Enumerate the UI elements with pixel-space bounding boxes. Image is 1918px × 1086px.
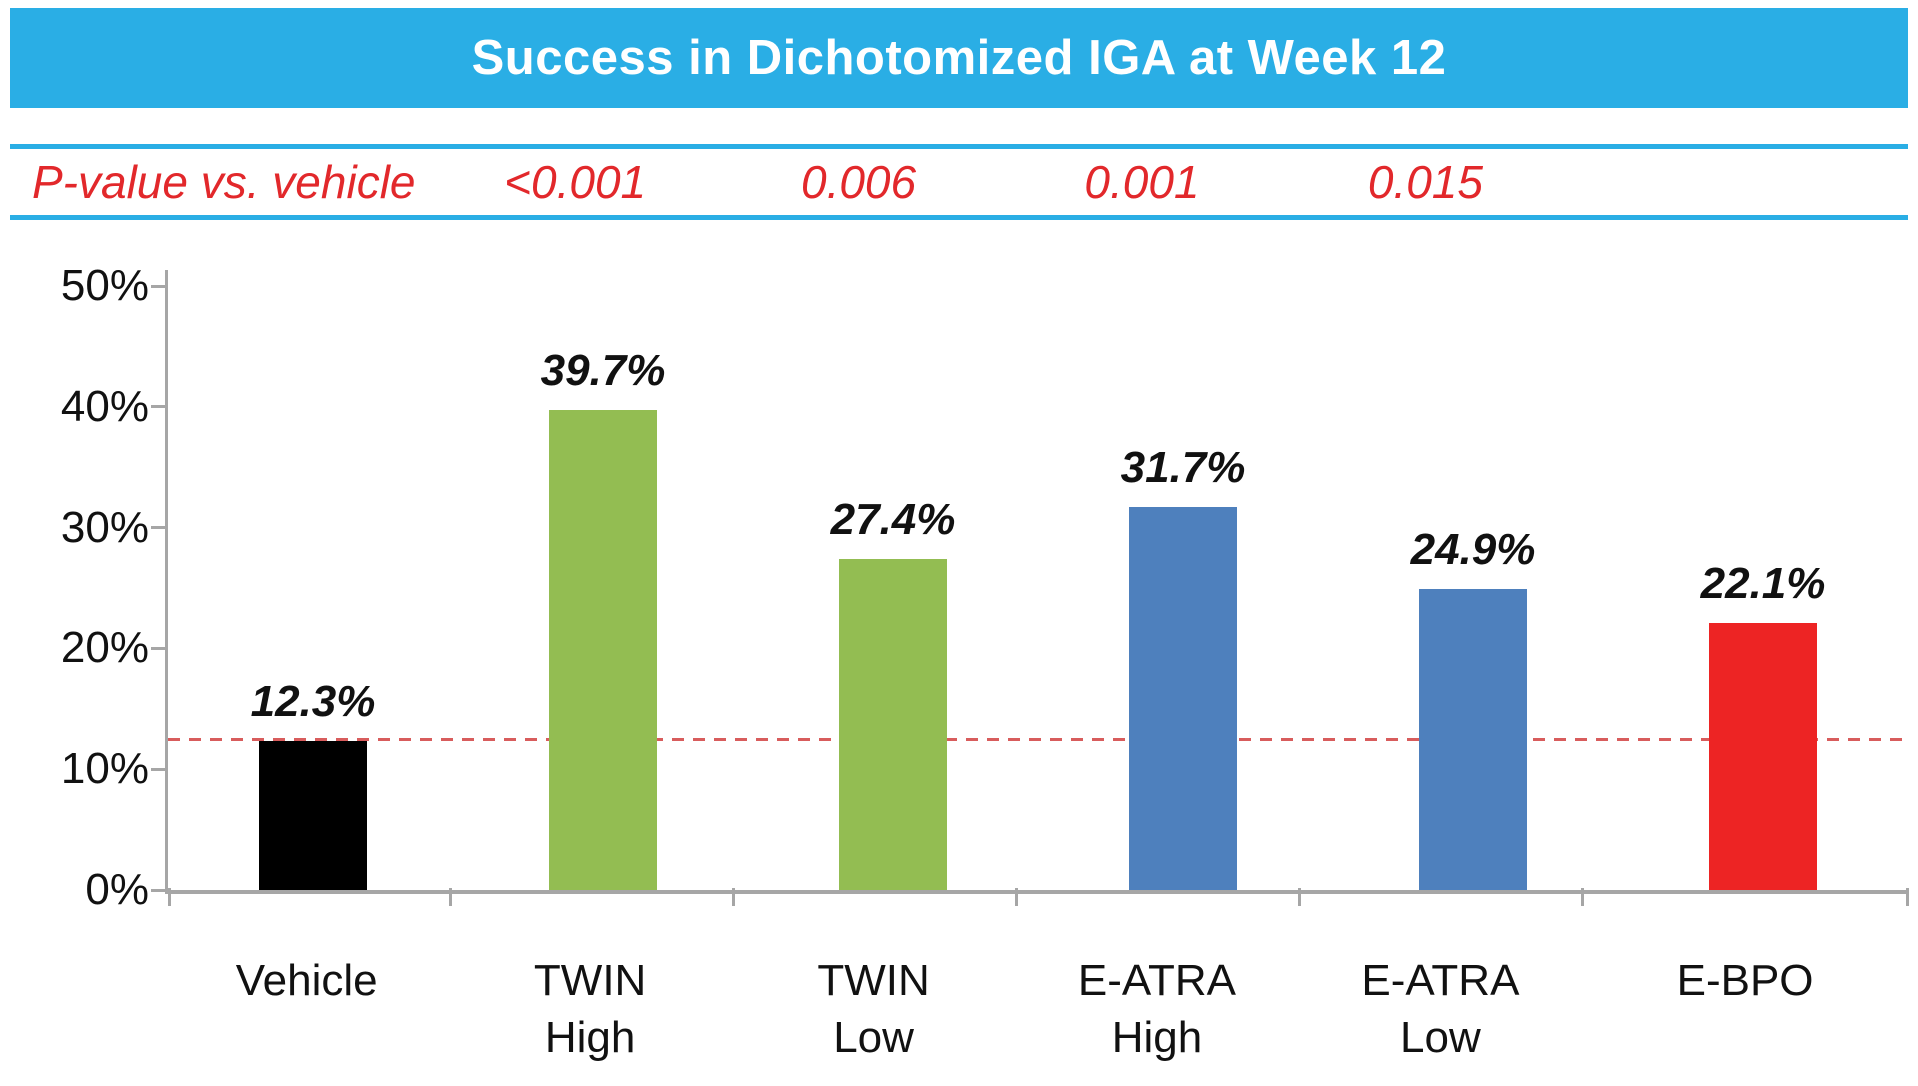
bar-value-label-twin-low: 27.4% bbox=[830, 495, 956, 545]
x-axis-tick bbox=[732, 888, 735, 906]
bar-value-label-e-atra-low: 24.9% bbox=[1410, 525, 1536, 575]
y-tick-label: 10% bbox=[60, 744, 149, 794]
figure: Success in Dichotomized IGA at Week 12 P… bbox=[0, 8, 1918, 1066]
x-category-label-e-bpo: E-BPO bbox=[1676, 956, 1814, 1005]
pvalue-row: P-value vs. vehicle <0.001 0.006 0.001 0.01… bbox=[0, 149, 1918, 215]
x-category-label-vehicle: Vehicle bbox=[235, 956, 378, 1005]
y-axis-tick bbox=[151, 767, 165, 771]
x-category-label-twin-low: TWIN Low bbox=[817, 956, 930, 1063]
bar-value-label-vehicle: 12.3% bbox=[250, 677, 376, 727]
bar-column-e-atra-low: 24.9% bbox=[1328, 270, 1618, 890]
pvalue-twin-high: <0.001 bbox=[504, 156, 647, 208]
bar-twin-high bbox=[549, 410, 657, 890]
y-axis-tick bbox=[151, 405, 165, 409]
bar-e-bpo bbox=[1709, 623, 1817, 890]
y-axis: 0% 10% 20% 30% 40% 50% bbox=[0, 261, 165, 914]
y-tick-label: 20% bbox=[60, 623, 149, 673]
x-category-label-twin-high: TWIN High bbox=[533, 956, 647, 1063]
x-axis-tick bbox=[1298, 888, 1301, 906]
pvalue-values: <0.001 0.006 0.001 0.015 bbox=[165, 149, 1908, 215]
bar-value-label-e-atra-high: 31.7% bbox=[1120, 443, 1246, 493]
x-axis-tick bbox=[1581, 888, 1584, 906]
pvalue-e-atra-low: 0.015 bbox=[1367, 156, 1483, 208]
bar-column-vehicle: 12.3% bbox=[168, 270, 458, 890]
pvalue-empty bbox=[150, 149, 433, 215]
chart-title-band: Success in Dichotomized IGA at Week 12 bbox=[10, 8, 1908, 108]
plot-area: 12.3% 39.7% 27.4% 31.7% 24.9% 22.1% bbox=[165, 270, 1909, 906]
y-axis-tick bbox=[151, 284, 165, 288]
x-category-label-e-atra-high: E-ATRA High bbox=[1077, 956, 1237, 1063]
bar-column-e-bpo: 22.1% bbox=[1618, 270, 1908, 890]
y-tick-label: 50% bbox=[60, 261, 149, 310]
bar-value-label-twin-high: 39.7% bbox=[540, 346, 666, 396]
chart-title: Success in Dichotomized IGA at Week 12 bbox=[471, 31, 1447, 85]
pvalue-row-label: P-value vs. vehicle bbox=[32, 156, 416, 208]
y-tick-label: 40% bbox=[60, 381, 149, 431]
bar-vehicle bbox=[259, 741, 367, 890]
bar-e-atra-low bbox=[1419, 589, 1527, 890]
bar-twin-low bbox=[839, 559, 947, 890]
x-axis-tick bbox=[1015, 888, 1018, 906]
vehicle-reference-dashed-line bbox=[168, 738, 1908, 742]
bar-column-e-atra-high: 31.7% bbox=[1038, 270, 1328, 890]
x-category-label-e-atra-low: E-ATRA Low bbox=[1361, 956, 1520, 1063]
x-axis-tick bbox=[1906, 888, 1909, 906]
pvalue-twin-low: 0.006 bbox=[800, 156, 917, 208]
bar-e-atra-high bbox=[1129, 507, 1237, 890]
x-axis-tick bbox=[449, 888, 452, 906]
pvalue-e-atra-high: 0.001 bbox=[1084, 156, 1200, 208]
divider-bottom-rule bbox=[10, 215, 1908, 220]
bar-column-twin-high: 39.7% bbox=[458, 270, 748, 890]
y-axis-tick bbox=[151, 888, 165, 892]
x-axis-tick bbox=[168, 888, 171, 906]
y-tick-label: 30% bbox=[60, 502, 149, 552]
x-axis-labels: Vehicle TWIN High TWIN Low E-ATRA High E-ATRA Lo… bbox=[165, 952, 1908, 1066]
y-axis-tick bbox=[151, 646, 165, 650]
pvalue-empty bbox=[1567, 149, 1893, 215]
bar-value-label-e-bpo: 22.1% bbox=[1700, 559, 1826, 609]
bar-chart: 0% 10% 20% 30% 40% 50% 12.3% 39.7% 27.4% 31.7% 24… bbox=[0, 261, 1918, 1066]
bar-column-twin-low: 27.4% bbox=[748, 270, 1038, 890]
y-axis-tick bbox=[151, 526, 165, 530]
y-tick-label: 0% bbox=[85, 865, 149, 914]
divider-top-rule bbox=[10, 144, 1908, 149]
